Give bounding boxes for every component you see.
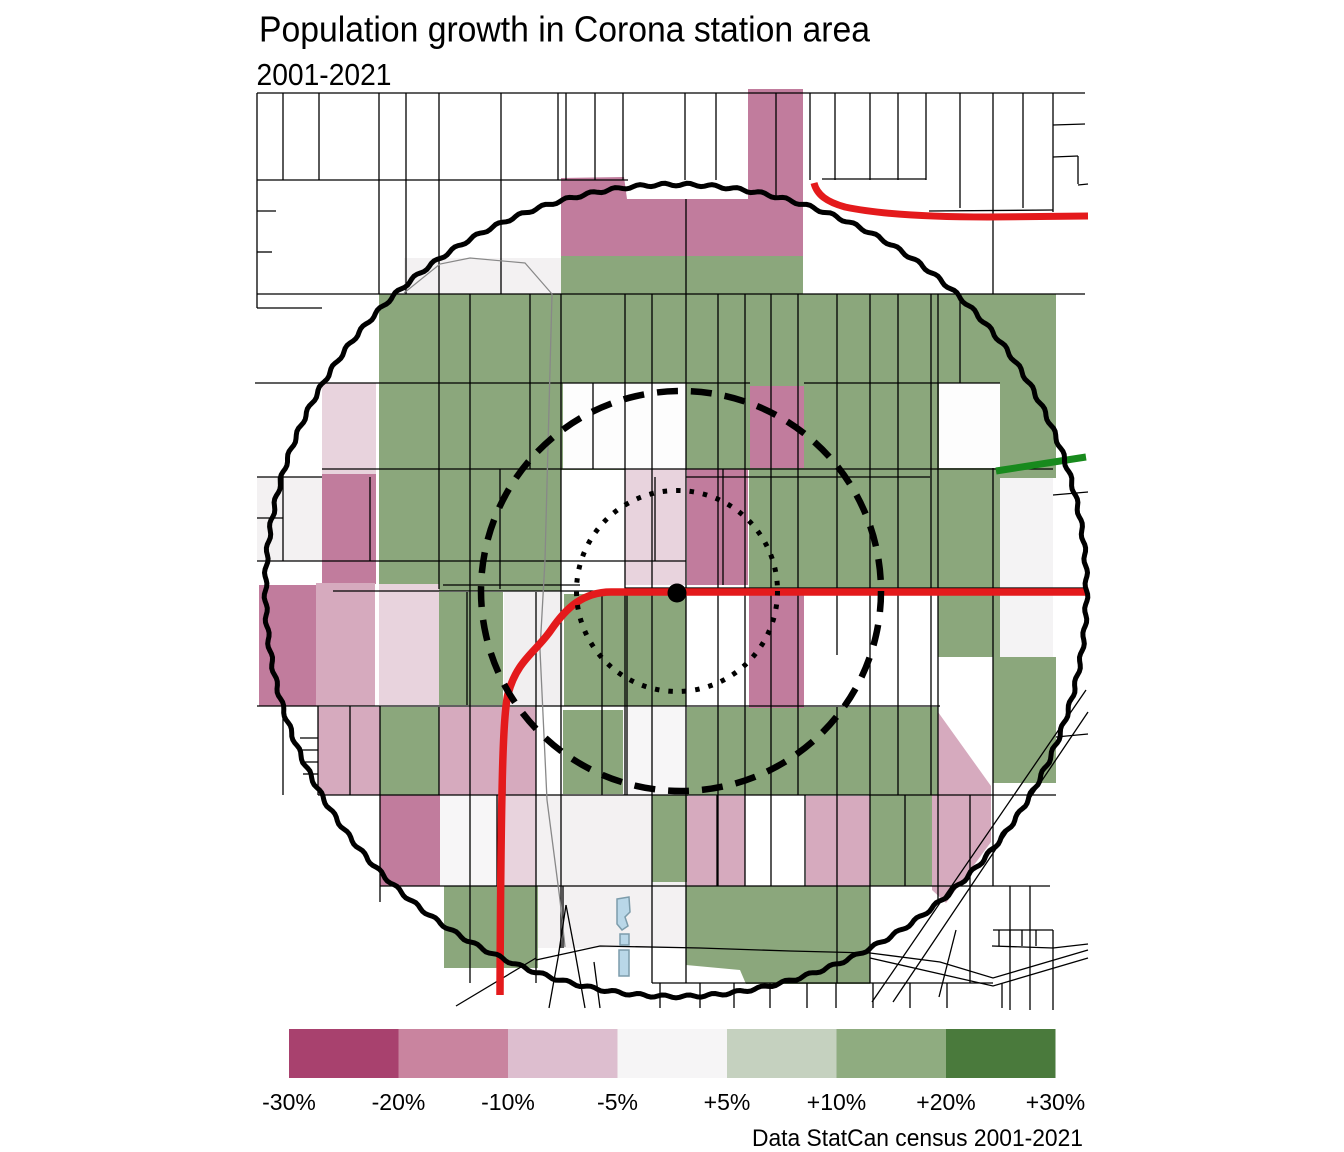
- svg-text:+5%: +5%: [704, 1089, 751, 1115]
- svg-text:Population growth in Corona st: Population growth in Corona station area: [259, 9, 871, 50]
- svg-text:+10%: +10%: [807, 1089, 866, 1115]
- svg-text:Data StatCan census 2001-2021: Data StatCan census 2001-2021: [752, 1125, 1083, 1152]
- svg-text:-10%: -10%: [481, 1089, 535, 1115]
- svg-text:+20%: +20%: [916, 1089, 975, 1115]
- svg-text:-30%: -30%: [262, 1089, 316, 1115]
- svg-text:+30%: +30%: [1026, 1089, 1085, 1115]
- svg-text:-5%: -5%: [597, 1089, 638, 1115]
- svg-text:2001-2021: 2001-2021: [257, 57, 392, 92]
- svg-text:-20%: -20%: [372, 1089, 426, 1115]
